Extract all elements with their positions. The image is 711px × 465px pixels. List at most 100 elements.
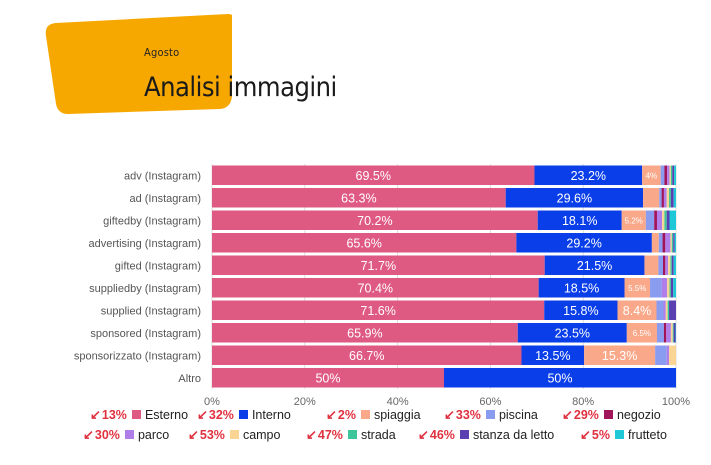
bar-segment <box>661 278 668 298</box>
bar-segment <box>674 165 676 185</box>
data-label: 63.3% <box>341 191 376 205</box>
down-arrow-icon: ↙ <box>83 427 94 442</box>
legend-swatch <box>459 430 469 439</box>
data-label: 65.6% <box>346 236 381 250</box>
bar-segment <box>665 233 671 253</box>
bar-segment <box>673 188 676 208</box>
data-label: 13.5% <box>535 349 570 363</box>
legend-label: Interno <box>251 408 291 422</box>
bar-segment <box>212 233 517 253</box>
category-label: Altro <box>178 373 201 385</box>
bar-segment <box>670 188 674 208</box>
category-label: giftedby (Instagram) <box>103 215 201 227</box>
legend-swatch <box>360 410 370 419</box>
bar-segment <box>212 210 538 230</box>
data-label: 70.2% <box>357 214 392 228</box>
data-label: 23.2% <box>571 169 606 183</box>
bar-segment <box>516 233 652 253</box>
down-arrow-icon: ↙ <box>444 407 455 422</box>
data-label: 4% <box>646 171 658 180</box>
legend-label: stanza da letto <box>472 428 555 442</box>
category-label: advertising (Instagram) <box>89 238 202 250</box>
bar-segment <box>667 165 670 185</box>
data-label: 29.6% <box>557 191 592 205</box>
legend-item: ↙46% stanza da letto <box>418 427 554 443</box>
bar-segment <box>670 165 673 185</box>
bar-segment <box>669 278 671 298</box>
legend-label: negozio <box>616 408 661 422</box>
bar-segment <box>621 210 646 230</box>
bar-segment <box>517 323 627 343</box>
bar-segment <box>660 165 665 185</box>
legend-item: ↙32% Interno <box>197 407 291 423</box>
bar-segment <box>651 233 659 253</box>
banner-subtitle: Agosto <box>144 46 180 59</box>
bar-segment <box>668 255 671 275</box>
bar-segment <box>662 233 666 253</box>
bar-segment <box>212 323 518 343</box>
data-label: 15.3% <box>602 349 637 363</box>
category-label: supplied (Instagram) <box>101 305 201 317</box>
bar-segment <box>645 210 655 230</box>
bar-segment <box>654 210 657 230</box>
legend-label: Esterno <box>144 408 189 422</box>
bar-segment <box>670 255 672 275</box>
legend-swatch <box>238 410 248 419</box>
bar-segment <box>666 188 670 208</box>
legend-item: ↙33% piscina <box>444 407 538 423</box>
bar-segment <box>643 188 660 208</box>
bar-segment <box>617 300 657 320</box>
bar-segment <box>537 210 622 230</box>
legend-swatch <box>485 410 495 419</box>
legend-change: 30% <box>94 428 120 442</box>
legend-change: 46% <box>429 428 455 442</box>
bar-segment <box>656 300 664 320</box>
bar-segment <box>212 278 539 298</box>
bar-segment <box>666 323 671 343</box>
legend-label: piscina <box>498 408 538 422</box>
legend-swatch <box>124 430 134 439</box>
down-arrow-icon: ↙ <box>580 427 591 442</box>
bar-segment <box>669 188 671 208</box>
legend-item: ↙53% campo <box>188 427 280 443</box>
bar-segment <box>656 323 664 343</box>
category-label: adv (Instagram) <box>124 170 201 182</box>
category-label: ad (Instagram) <box>129 193 201 205</box>
bar-segment <box>665 255 669 275</box>
bar-segment <box>666 210 670 230</box>
legend-change: 29% <box>573 408 599 422</box>
bar-segment <box>584 345 656 365</box>
bar-segment <box>665 300 668 320</box>
bar-segment <box>672 165 675 185</box>
bar-segment <box>658 255 664 275</box>
banner-title: Analisi immagini <box>144 72 337 103</box>
bar-segment <box>669 300 676 320</box>
x-tick-label: 0% <box>204 396 220 408</box>
legend-swatch <box>347 430 357 439</box>
bar-segment <box>505 188 644 208</box>
bar-segment <box>661 188 664 208</box>
legend-change: 47% <box>317 428 343 442</box>
bar-segment <box>212 188 506 208</box>
x-tick-label: 100% <box>662 396 690 408</box>
data-label: 15.8% <box>563 304 598 318</box>
bar-segment <box>669 210 676 230</box>
bar-segment <box>670 233 672 253</box>
bar-segment <box>655 345 667 365</box>
bar-segment <box>212 165 535 185</box>
bar-segment <box>663 300 666 320</box>
data-label: 8.4% <box>623 304 652 318</box>
x-tick-label: 60% <box>479 396 501 408</box>
legend-item: ↙30% parco <box>83 427 169 443</box>
data-label: 69.5% <box>356 169 391 183</box>
category-label: sponsorizzato (Instagram) <box>74 350 201 362</box>
bar-segment <box>673 278 676 298</box>
bar-segment <box>538 278 625 298</box>
legend-item: ↙13% Esterno <box>90 407 188 423</box>
data-label: 5.2% <box>625 216 643 225</box>
data-label: 65.9% <box>347 326 382 340</box>
data-label: 71.7% <box>361 259 396 273</box>
bar-segment <box>673 255 676 275</box>
data-label: 23.5% <box>555 326 590 340</box>
category-label: gifted (Instagram) <box>115 260 201 272</box>
